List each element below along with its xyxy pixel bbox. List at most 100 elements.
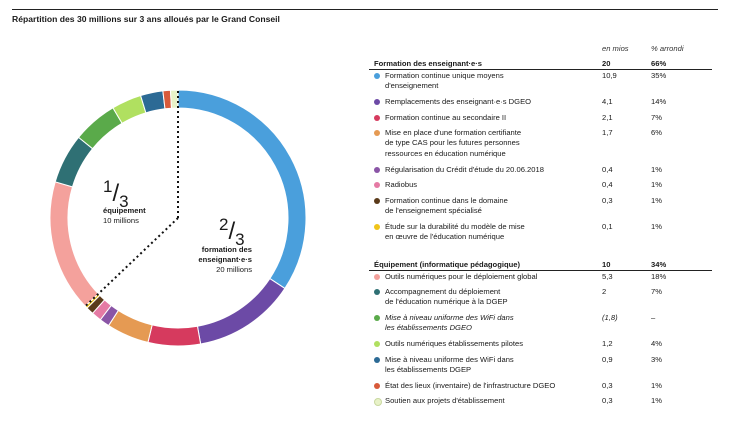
- legend-swatch: [374, 398, 382, 406]
- legend-item-label-line: État des lieux (inventaire) de l'infrast…: [385, 380, 556, 390]
- legend-item-value: 0,3: [602, 380, 613, 390]
- legend-item-pct: 1%: [651, 380, 662, 390]
- legend-item-label-line: Accompagnement du déploiement: [385, 287, 501, 296]
- legend-item-label-line: d'enseignement: [385, 81, 439, 91]
- legend-item-value: 0,1: [602, 221, 613, 231]
- legend-item-label: Soutien aux projets d'établissement: [385, 396, 595, 406]
- two-thirds-line1: formation des: [201, 245, 252, 254]
- legend-item-value: 4,1: [602, 97, 613, 106]
- legend-item-label: Mise à niveau uniforme des WiFi dans les …: [385, 313, 595, 334]
- legend-item-label-line: de l'enseignement spécialisé: [385, 205, 482, 215]
- legend-item-value: 1,7: [602, 128, 613, 137]
- legend-swatch: [374, 166, 380, 173]
- legend-item-value: 10,9: [602, 71, 617, 80]
- legend-item-label-line: en œuvre de l'éducation numérique: [385, 231, 505, 241]
- legend-item-label-line: de type CAS pour les futures personnes: [385, 138, 520, 148]
- legend-swatch: [374, 356, 380, 363]
- one-third-den: 3: [119, 191, 129, 211]
- legend-item-label: Formation continue au secondaire II: [385, 113, 595, 123]
- col-header-mios: en mios: [602, 44, 629, 53]
- legend-item-label-line: Étude sur la durabilité du modèle de mis…: [385, 221, 525, 231]
- legend-item-label: Formation continue dans le domaine de l'e…: [385, 196, 595, 217]
- legend-item-label-line: les établissements DGEP: [385, 364, 472, 374]
- two-thirds-den: 3: [235, 229, 245, 249]
- legend-swatch: [374, 223, 380, 230]
- legend-item-value: 5,3: [602, 271, 613, 281]
- legend-group-name: Formation des enseignant·e·s: [374, 59, 483, 68]
- legend-item-label: Outils numériques pour le déploiement gl…: [385, 272, 595, 282]
- legend-item-label-line: Formation continue au secondaire II: [385, 112, 507, 122]
- two-thirds-num: 2: [219, 215, 229, 234]
- legend-swatch: [374, 130, 380, 136]
- legend-swatch: [374, 273, 380, 280]
- legend-item-label: Mise à niveau uniforme des WiFi dans les …: [385, 355, 595, 376]
- legend-swatch: [374, 99, 380, 105]
- legend-item-label-line: Outils numériques pour le déploiement gl…: [385, 271, 538, 281]
- legend-item-pct: 4%: [651, 339, 662, 348]
- col-header-pct: % arrondi: [651, 44, 684, 53]
- legend-item-label: Outils numériques établissements pilotes: [385, 339, 595, 349]
- legend-item-value: 0,3: [602, 396, 613, 405]
- legend-separator: [369, 269, 712, 271]
- legend-item-label-line: les établissements DGEO: [385, 323, 472, 333]
- legend-item-pct: 7%: [651, 112, 662, 122]
- legend-item-pct: 1%: [651, 396, 662, 405]
- legend-item-label-line: de l'éducation numérique à la DGEP: [385, 297, 508, 307]
- legend-item-label: Radiobus: [385, 180, 595, 190]
- one-third-line1: équipement: [103, 206, 146, 215]
- legend-item-label-line: Mise à niveau uniforme des WiFi dans: [385, 313, 514, 322]
- legend-item-label-line: ressources en éducation numérique: [385, 148, 506, 158]
- legend-group-value: 10: [602, 259, 611, 269]
- legend-item-pct: 14%: [651, 97, 667, 106]
- legend-item-label: Mise en place d'une formation certifiant…: [385, 128, 595, 159]
- legend-swatch: [374, 197, 380, 204]
- legend-item-label-line: Régularisation du Crédit d'étude du 20.0…: [385, 164, 544, 174]
- donut-slice-8: [49, 181, 100, 307]
- legend-item-label-line: Formation continue dans le domaine: [385, 195, 508, 205]
- legend-swatch: [374, 73, 380, 79]
- legend-item-pct: 7%: [651, 287, 662, 296]
- legend-item-label-line: Formation continue unique moyens: [385, 71, 504, 80]
- chart-title: Répartition des 30 millions sur 3 ans al…: [12, 14, 280, 24]
- one-third-line2: 10 millions: [103, 215, 139, 225]
- legend-item-label-line: Radiobus: [385, 180, 418, 189]
- legend-item-label-line: Remplacements des enseignant·e·s DGEO: [385, 97, 532, 106]
- legend-group-pct: 34%: [651, 259, 667, 269]
- legend-item-pct: 1%: [651, 180, 662, 189]
- legend-separator: [369, 69, 712, 70]
- two-thirds-label: formation des enseignant·e·s 20 millions: [190, 245, 252, 275]
- two-thirds-line2: enseignant·e·s: [198, 254, 252, 264]
- legend-item-value: (1,8): [602, 313, 618, 322]
- one-third-fraction: 1/3: [103, 177, 129, 211]
- top-rule: [12, 9, 718, 10]
- legend-item-label: Étude sur la durabilité du modèle de mis…: [385, 222, 595, 243]
- legend-item-label-line: Soutien aux projets d'établissement: [385, 396, 505, 405]
- legend-group-pct: 66%: [651, 59, 667, 68]
- legend-item-value: 0,4: [602, 180, 613, 189]
- legend-item-pct: –: [651, 313, 656, 322]
- legend-item-pct: 6%: [651, 128, 662, 137]
- legend-item-label-line: Mise à niveau uniforme des WiFi dans: [385, 354, 514, 364]
- legend-item-pct: 3%: [651, 354, 662, 364]
- legend-item-label: Accompagnement du déploiement de l'éducat…: [385, 287, 595, 308]
- legend-item-label: État des lieux (inventaire) de l'infrast…: [385, 381, 595, 391]
- two-thirds-fraction: 2/3: [219, 215, 245, 249]
- legend-swatch: [374, 315, 380, 321]
- donut-slice-14: [169, 89, 179, 109]
- one-third-label: équipement 10 millions: [103, 206, 146, 226]
- legend-item-pct: 1%: [651, 195, 662, 205]
- legend-group-name: Équipement (informatique pédagogique): [374, 259, 520, 269]
- two-thirds-line3: 20 millions: [216, 264, 252, 274]
- legend-swatch: [374, 182, 380, 188]
- legend-item-value: 0,3: [602, 195, 613, 205]
- legend-item-pct: 1%: [651, 164, 662, 174]
- legend-item-value: 2: [602, 287, 607, 296]
- legend-item-label-line: Mise en place d'une formation certifiant…: [385, 128, 522, 137]
- legend-item-value: 2,1: [602, 112, 613, 122]
- donut-slice-1: [196, 277, 286, 345]
- legend-item-pct: 1%: [651, 221, 662, 231]
- legend-item-pct: 18%: [651, 271, 667, 281]
- legend-item-label: Formation continue unique moyens d'enseig…: [385, 71, 595, 92]
- legend-item-pct: 35%: [651, 71, 667, 80]
